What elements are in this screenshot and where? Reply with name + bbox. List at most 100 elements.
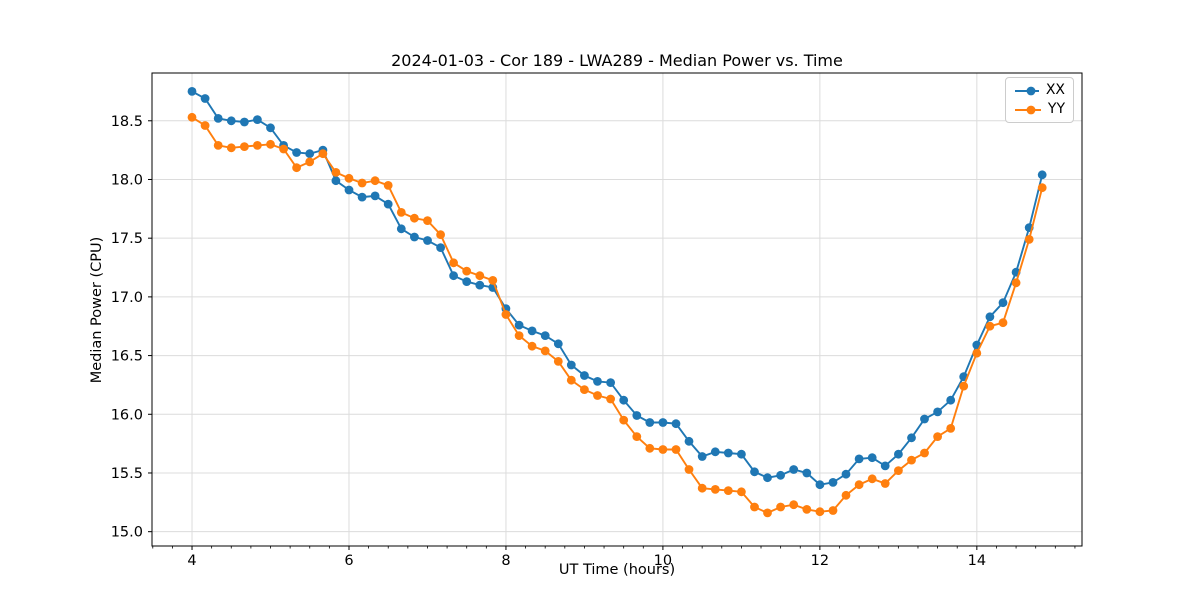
data-point-xx: [566, 360, 576, 370]
data-point-xx: [357, 192, 367, 202]
y-tick-label: 18.5: [111, 114, 143, 130]
data-point-xx: [880, 461, 890, 471]
data-point-yy: [200, 121, 210, 130]
data-point-yy: [1024, 235, 1034, 244]
legend-label-yy: YY: [1047, 101, 1065, 117]
data-point-yy: [1011, 278, 1021, 288]
data-point-xx: [527, 326, 537, 336]
y-tick-label: 18.0: [111, 172, 143, 188]
data-point-xx: [907, 433, 916, 443]
data-point-yy: [226, 143, 236, 153]
legend-line-marker-yy: [1015, 105, 1041, 114]
data-point-yy: [318, 149, 328, 159]
data-point-yy: [723, 486, 733, 495]
x-tick-label: 4: [187, 553, 196, 569]
data-point-xx: [475, 280, 485, 290]
data-point-xx: [462, 277, 472, 286]
data-point-xx: [292, 148, 301, 157]
data-point-xx: [606, 378, 615, 387]
data-point-yy: [907, 455, 916, 465]
data-point-xx: [553, 339, 563, 349]
y-axis: 15.0 15.5 16.0 16.5 17.0 17.5 18.0 18.5: [111, 114, 152, 541]
data-point-yy: [213, 141, 223, 150]
data-point-yy: [357, 178, 367, 188]
data-point-yy: [475, 271, 485, 281]
data-point-yy: [684, 465, 694, 474]
data-point-xx: [266, 123, 275, 133]
data-point-xx: [841, 469, 851, 479]
data-point-xx: [828, 478, 838, 487]
data-point-xx: [998, 298, 1008, 308]
data-point-yy: [632, 432, 642, 441]
data-point-xx: [253, 115, 262, 124]
data-point-xx: [370, 191, 380, 201]
data-point-xx: [619, 395, 629, 405]
data-point-yy: [410, 213, 419, 223]
data-point-xx: [671, 419, 681, 429]
data-point-xx: [946, 395, 956, 405]
data-point-yy: [305, 157, 315, 167]
data-point-xx: [514, 320, 524, 330]
data-point-xx: [645, 418, 655, 427]
data-point-xx: [737, 449, 746, 459]
data-point-yy: [553, 357, 563, 366]
data-point-xx: [684, 436, 694, 446]
data-point-xx: [540, 331, 550, 340]
data-point-xx: [449, 271, 458, 281]
data-point-yy: [946, 424, 956, 433]
data-point-xx: [710, 447, 720, 457]
data-point-xx: [763, 473, 772, 483]
x-tick-label: 14: [968, 553, 986, 569]
data-point-yy: [462, 266, 472, 276]
data-point-yy: [540, 346, 550, 356]
legend-item-xx: XX: [1013, 81, 1065, 100]
data-point-xx: [802, 468, 812, 478]
data-point-yy: [959, 381, 969, 391]
data-point-xx: [580, 371, 589, 380]
data-point-xx: [815, 480, 825, 490]
data-point-yy: [396, 208, 406, 217]
data-point-yy: [240, 142, 249, 152]
data-point-yy: [815, 507, 825, 517]
data-point-yy: [933, 432, 942, 441]
data-point-yy: [985, 321, 995, 331]
data-point-xx: [867, 453, 877, 463]
grid: [152, 73, 1082, 546]
data-point-yy: [383, 181, 393, 190]
data-point-xx: [697, 452, 707, 461]
data-point-xx: [985, 312, 995, 322]
data-point-yy: [266, 139, 275, 149]
data-point-xx: [750, 467, 759, 477]
data-point-yy: [449, 258, 458, 268]
data-point-yy: [370, 176, 380, 186]
data-point-xx: [723, 448, 733, 458]
data-point-xx: [200, 94, 210, 103]
data-point-yy: [750, 502, 759, 512]
x-tick-label: 10: [654, 553, 672, 569]
data-point-yy: [920, 448, 929, 458]
data-point-xx: [776, 470, 785, 480]
y-tick-label: 16.0: [111, 407, 143, 423]
data-point-yy: [423, 216, 432, 226]
data-point-yy: [841, 490, 851, 500]
x-tick-label: 8: [501, 553, 510, 569]
data-point-yy: [501, 310, 511, 319]
data-point-yy: [593, 391, 602, 400]
legend-line-marker-xx: [1015, 86, 1039, 95]
data-point-xx: [854, 454, 864, 464]
data-point-xx: [187, 87, 197, 96]
data-point-yy: [1037, 183, 1047, 193]
data-point-yy: [331, 168, 341, 177]
data-point-xx: [1037, 170, 1047, 180]
data-point-yy: [789, 500, 799, 510]
data-point-yy: [187, 112, 197, 122]
data-point-xx: [789, 465, 799, 474]
series-yy-line: [191, 116, 1044, 514]
data-point-yy: [566, 375, 576, 385]
data-point-yy: [828, 506, 838, 515]
data-point-xx: [632, 411, 642, 420]
data-point-xx: [410, 232, 419, 242]
y-tick-label: 15.5: [111, 466, 143, 482]
x-tick-label: 6: [344, 553, 353, 569]
